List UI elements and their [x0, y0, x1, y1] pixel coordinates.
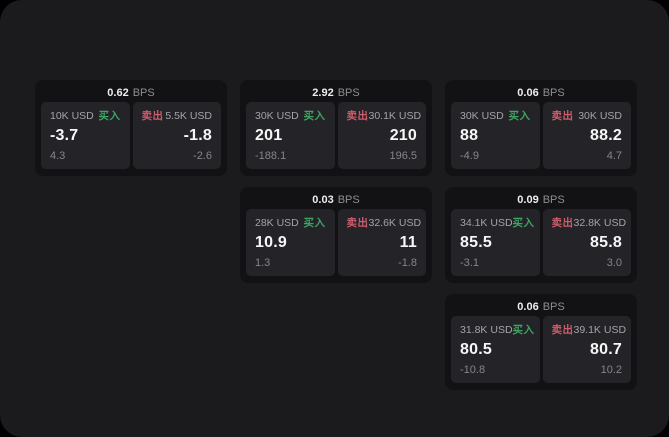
buy-amount: 31.8K USD — [460, 324, 513, 336]
quote-panels: 34.1K USD 买入 85.5 -3.1 卖出 32.8K USD 85.8… — [451, 209, 631, 276]
quote-card: 0.06 BPS 30K USD 买入 88 -4.9 卖出 — [445, 80, 637, 176]
quote-panels: 28K USD 买入 10.9 1.3 卖出 32.6K USD 11 -1.8 — [246, 209, 426, 276]
quote-panels: 10K USD 买入 -3.7 4.3 卖出 5.5K USD -1.8 -2.… — [41, 102, 221, 169]
bps-unit-label: BPS — [542, 87, 565, 99]
buy-amount: 28K USD — [255, 217, 299, 229]
buy-price: 88 — [460, 127, 479, 144]
buy-quote-panel[interactable]: 30K USD 买入 201 -188.1 — [246, 102, 335, 169]
bps-header: 0.62 BPS — [41, 84, 221, 102]
sell-amount: 39.1K USD — [573, 324, 627, 336]
quote-card: 0.62 BPS 10K USD 买入 -3.7 4.3 卖出 — [35, 80, 227, 176]
bps-header: 0.06 BPS — [451, 298, 631, 316]
buy-delta: 4.3 — [50, 150, 66, 162]
quote-card: 0.03 BPS 28K USD 买入 10.9 1.3 卖出 — [240, 187, 432, 283]
sell-side-label[interactable]: 卖出 — [141, 110, 164, 122]
bps-header: 0.09 BPS — [451, 191, 631, 209]
sell-amount: 30.1K USD — [368, 110, 422, 122]
buy-price: 80.5 — [460, 341, 492, 358]
bps-unit-label: BPS — [542, 301, 565, 313]
bps-unit-label: BPS — [337, 87, 360, 99]
bps-value: 2.92 — [312, 87, 334, 99]
sell-amount: 30K USD — [578, 110, 622, 122]
sell-amount: 32.6K USD — [368, 217, 422, 229]
buy-delta: -188.1 — [255, 150, 287, 162]
sell-amount: 5.5K USD — [165, 110, 212, 122]
sell-delta: -1.8 — [398, 257, 417, 269]
buy-quote-panel[interactable]: 28K USD 买入 10.9 1.3 — [246, 209, 335, 276]
quote-card: 0.06 BPS 31.8K USD 买入 80.5 -10.8 卖出 — [445, 294, 637, 390]
sell-quote-panel[interactable]: 卖出 30.1K USD 210 196.5 — [337, 102, 426, 169]
sell-quote-panel[interactable]: 卖出 5.5K USD -1.8 -2.6 — [132, 102, 221, 169]
buy-side-label[interactable]: 买入 — [508, 110, 531, 122]
sell-delta: -2.6 — [193, 150, 212, 162]
sell-price: -1.8 — [183, 127, 212, 144]
sell-amount: 32.8K USD — [573, 217, 627, 229]
buy-side-label[interactable]: 买入 — [512, 324, 535, 336]
quote-panels: 30K USD 买入 88 -4.9 卖出 30K USD 88.2 4.7 — [451, 102, 631, 169]
buy-amount: 30K USD — [255, 110, 299, 122]
sell-delta: 4.7 — [606, 150, 622, 162]
bps-unit-label: BPS — [132, 87, 155, 99]
sell-side-label[interactable]: 卖出 — [551, 217, 574, 229]
quote-card: 2.92 BPS 30K USD 买入 201 -188.1 卖出 — [240, 80, 432, 176]
buy-delta: -10.8 — [460, 364, 486, 376]
quote-card: 0.09 BPS 34.1K USD 买入 85.5 -3.1 卖出 — [445, 187, 637, 283]
buy-amount: 10K USD — [50, 110, 94, 122]
sell-side-label[interactable]: 卖出 — [346, 217, 369, 229]
sell-price: 210 — [389, 127, 417, 144]
buy-side-label[interactable]: 买入 — [512, 217, 535, 229]
bps-value: 0.06 — [517, 87, 539, 99]
buy-side-label[interactable]: 买入 — [303, 110, 326, 122]
sell-side-label[interactable]: 卖出 — [551, 324, 574, 336]
quote-grid: 0.62 BPS 10K USD 买入 -3.7 4.3 卖出 — [35, 80, 637, 390]
sell-delta: 196.5 — [389, 150, 417, 162]
buy-price: 201 — [255, 127, 283, 144]
buy-quote-panel[interactable]: 10K USD 买入 -3.7 4.3 — [41, 102, 130, 169]
sell-delta: 3.0 — [606, 257, 622, 269]
buy-price: -3.7 — [50, 127, 79, 144]
buy-side-label[interactable]: 买入 — [303, 217, 326, 229]
bps-header: 0.03 BPS — [246, 191, 426, 209]
sell-price: 88.2 — [590, 127, 622, 144]
sell-side-label[interactable]: 卖出 — [551, 110, 574, 122]
quote-panels: 31.8K USD 买入 80.5 -10.8 卖出 39.1K USD 80.… — [451, 316, 631, 383]
buy-delta: -4.9 — [460, 150, 479, 162]
bps-value: 0.06 — [517, 301, 539, 313]
bps-header: 0.06 BPS — [451, 84, 631, 102]
buy-quote-panel[interactable]: 31.8K USD 买入 80.5 -10.8 — [451, 316, 540, 383]
bps-value: 0.09 — [517, 194, 539, 206]
sell-quote-panel[interactable]: 卖出 39.1K USD 80.7 10.2 — [542, 316, 631, 383]
buy-quote-panel[interactable]: 30K USD 买入 88 -4.9 — [451, 102, 540, 169]
sell-price: 80.7 — [590, 341, 622, 358]
sell-quote-panel[interactable]: 卖出 30K USD 88.2 4.7 — [542, 102, 631, 169]
bps-header: 2.92 BPS — [246, 84, 426, 102]
buy-amount: 34.1K USD — [460, 217, 513, 229]
sell-price: 85.8 — [590, 234, 622, 251]
buy-side-label[interactable]: 买入 — [98, 110, 121, 122]
sell-price: 11 — [399, 234, 417, 251]
bps-value: 0.03 — [312, 194, 334, 206]
bps-unit-label: BPS — [542, 194, 565, 206]
buy-quote-panel[interactable]: 34.1K USD 买入 85.5 -3.1 — [451, 209, 540, 276]
quote-panels: 30K USD 买入 201 -188.1 卖出 30.1K USD 210 1… — [246, 102, 426, 169]
buy-price: 10.9 — [255, 234, 287, 251]
buy-price: 85.5 — [460, 234, 492, 251]
bps-unit-label: BPS — [337, 194, 360, 206]
buy-delta: 1.3 — [255, 257, 271, 269]
sell-delta: 10.2 — [600, 364, 622, 376]
bps-value: 0.62 — [107, 87, 129, 99]
sell-quote-panel[interactable]: 卖出 32.6K USD 11 -1.8 — [337, 209, 426, 276]
buy-amount: 30K USD — [460, 110, 504, 122]
sell-side-label[interactable]: 卖出 — [346, 110, 369, 122]
sell-quote-panel[interactable]: 卖出 32.8K USD 85.8 3.0 — [542, 209, 631, 276]
buy-delta: -3.1 — [460, 257, 479, 269]
